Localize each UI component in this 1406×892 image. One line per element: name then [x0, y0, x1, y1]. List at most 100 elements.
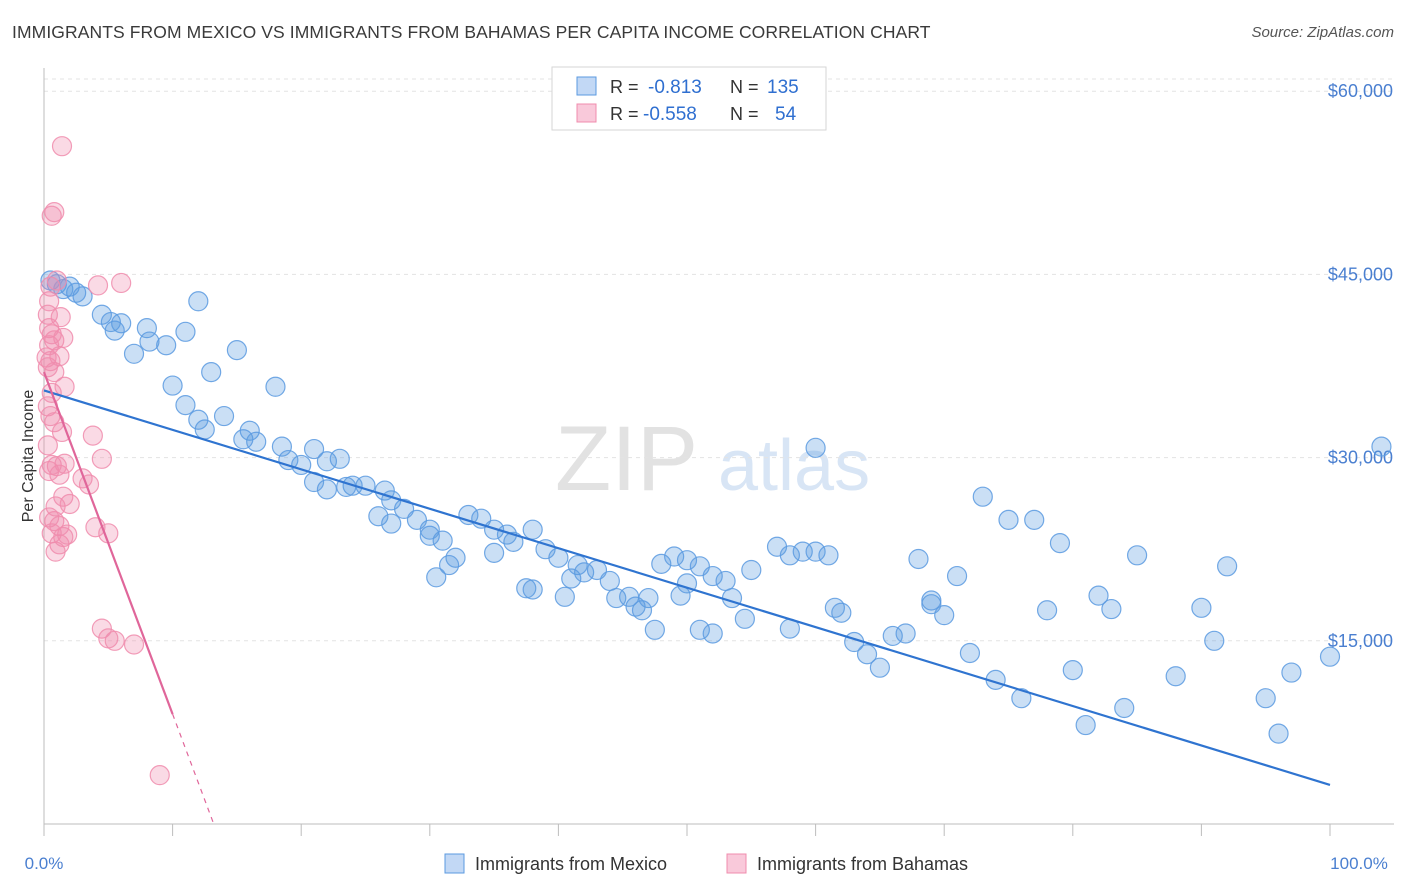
mexico-point-113	[1088, 585, 1109, 606]
bahamas-point-52	[149, 765, 170, 786]
mexico-point-118	[1191, 597, 1212, 618]
mexico-point-26	[271, 436, 293, 457]
mexico-point-103	[959, 642, 981, 664]
mexico-point-24	[194, 419, 215, 440]
bahamas-point-53	[59, 493, 80, 515]
mexico-point-49	[484, 519, 505, 540]
mexico-point-4	[66, 282, 87, 303]
mexico-point-66	[554, 586, 575, 607]
mexico-point-79	[702, 565, 723, 587]
mexico-point-98	[895, 623, 916, 644]
mexico-point-51	[503, 531, 524, 552]
chart-title: IMMIGRANTS FROM MEXICO VS IMMIGRANTS FRO…	[12, 22, 931, 42]
mexico-point-71	[631, 600, 653, 621]
legend-n-value-mexico: 135	[767, 77, 799, 98]
mexico-point-56	[426, 567, 447, 588]
mexico-point-93	[831, 602, 852, 623]
mexico-point-21	[188, 409, 209, 430]
mexico-point-65	[599, 570, 620, 592]
mexico-point-18	[162, 375, 183, 396]
bottom-legend-label-bahamas: Immigrants from Bahamas	[757, 854, 968, 874]
y-tick-label-60000: $60,000	[1328, 81, 1393, 101]
legend-r-label-bahamas: R =	[610, 104, 639, 124]
stats-legend: R = -0.813 N = 135 R = -0.558 N = 54	[551, 66, 827, 131]
mexico-point-11	[139, 331, 160, 352]
legend-n-label-bahamas: N =	[730, 104, 759, 124]
mexico-point-28	[233, 429, 254, 450]
mexico-point-57	[516, 578, 537, 599]
legend-swatch-mexico	[576, 76, 597, 96]
series-mexico	[40, 270, 1392, 744]
mexico-point-12	[123, 343, 145, 364]
mexico-point-32	[329, 448, 350, 469]
mexico-point-110	[1049, 532, 1071, 554]
bahamas-point-2	[41, 205, 62, 226]
mexico-point-73	[651, 553, 672, 574]
y-tick-label-15000: $15,000	[1328, 631, 1393, 651]
watermark-atlas: atlas	[718, 426, 870, 506]
mexico-point-17	[201, 362, 222, 383]
mexico-point-123	[1281, 662, 1302, 683]
bahamas-point-50	[104, 630, 125, 651]
mexico-point-111	[1062, 660, 1083, 681]
mexico-point-55	[438, 554, 460, 576]
bahamas-point-41	[111, 272, 132, 294]
mexico-point-72	[644, 619, 665, 640]
mexico-point-53	[484, 542, 505, 563]
mexico-point-75	[676, 550, 698, 571]
legend-n-label-mexico: N =	[730, 77, 759, 97]
mexico-point-63	[561, 568, 582, 589]
bahamas-point-51	[123, 634, 145, 655]
legend-swatch-bahamas	[576, 103, 597, 123]
series-legend: Immigrants from Mexico Immigrants from B…	[444, 853, 968, 874]
mexico-point-96	[869, 657, 891, 678]
bahamas-point-34	[49, 515, 70, 537]
trend-line-bahamas-extension	[172, 713, 215, 825]
mexico-point-81	[721, 587, 743, 609]
bottom-legend-swatch-bahamas	[726, 853, 747, 874]
mexico-point-15	[188, 291, 209, 312]
mexico-point-62	[574, 562, 595, 583]
x-ticks	[43, 824, 1331, 836]
mexico-point-120	[1217, 556, 1238, 577]
mexico-point-106	[998, 509, 1019, 530]
bahamas-point-12	[39, 335, 60, 356]
bahamas-point-39	[45, 541, 66, 562]
mexico-point-125	[1371, 436, 1392, 457]
mexico-point-82	[734, 608, 755, 629]
mexico-point-99	[908, 548, 929, 570]
mexico-point-41	[368, 506, 389, 527]
bahamas-point-40	[87, 275, 109, 296]
mexico-point-112	[1075, 714, 1096, 736]
mexico-point-78	[670, 585, 691, 606]
legend-r-label-mexico: R =	[610, 77, 639, 97]
axes	[43, 68, 1394, 825]
y-tick-label-30000: $30,000	[1328, 448, 1393, 468]
mexico-point-14	[175, 321, 196, 342]
mexico-point-83	[689, 619, 710, 640]
mexico-point-124	[1319, 646, 1341, 667]
bahamas-point-4	[40, 276, 61, 297]
mexico-point-42	[381, 513, 402, 534]
mexico-point-44	[419, 519, 440, 540]
mexico-point-27	[303, 438, 325, 460]
legend-r-value-mexico: -0.813	[648, 77, 702, 98]
mexico-point-89	[818, 545, 839, 566]
mexico-point-86	[779, 545, 800, 566]
mexico-point-35	[316, 479, 338, 500]
mexico-point-22	[213, 405, 235, 427]
mexico-point-45	[432, 530, 453, 551]
mexico-point-107	[1011, 688, 1032, 709]
bahamas-point-44	[72, 468, 93, 489]
mexico-point-108	[1024, 509, 1045, 530]
mexico-point-46	[419, 525, 440, 546]
x-tick-label-min: 0.0%	[25, 854, 64, 873]
mexico-point-109	[1036, 600, 1058, 621]
mexico-point-95	[856, 644, 878, 665]
mexico-point-115	[1114, 697, 1135, 719]
legend-n-value-bahamas: 54	[775, 104, 797, 125]
trend-line-mexico	[43, 389, 1331, 786]
mexico-point-52	[522, 519, 543, 540]
gridlines	[44, 78, 1394, 642]
mexico-point-70	[638, 587, 659, 609]
